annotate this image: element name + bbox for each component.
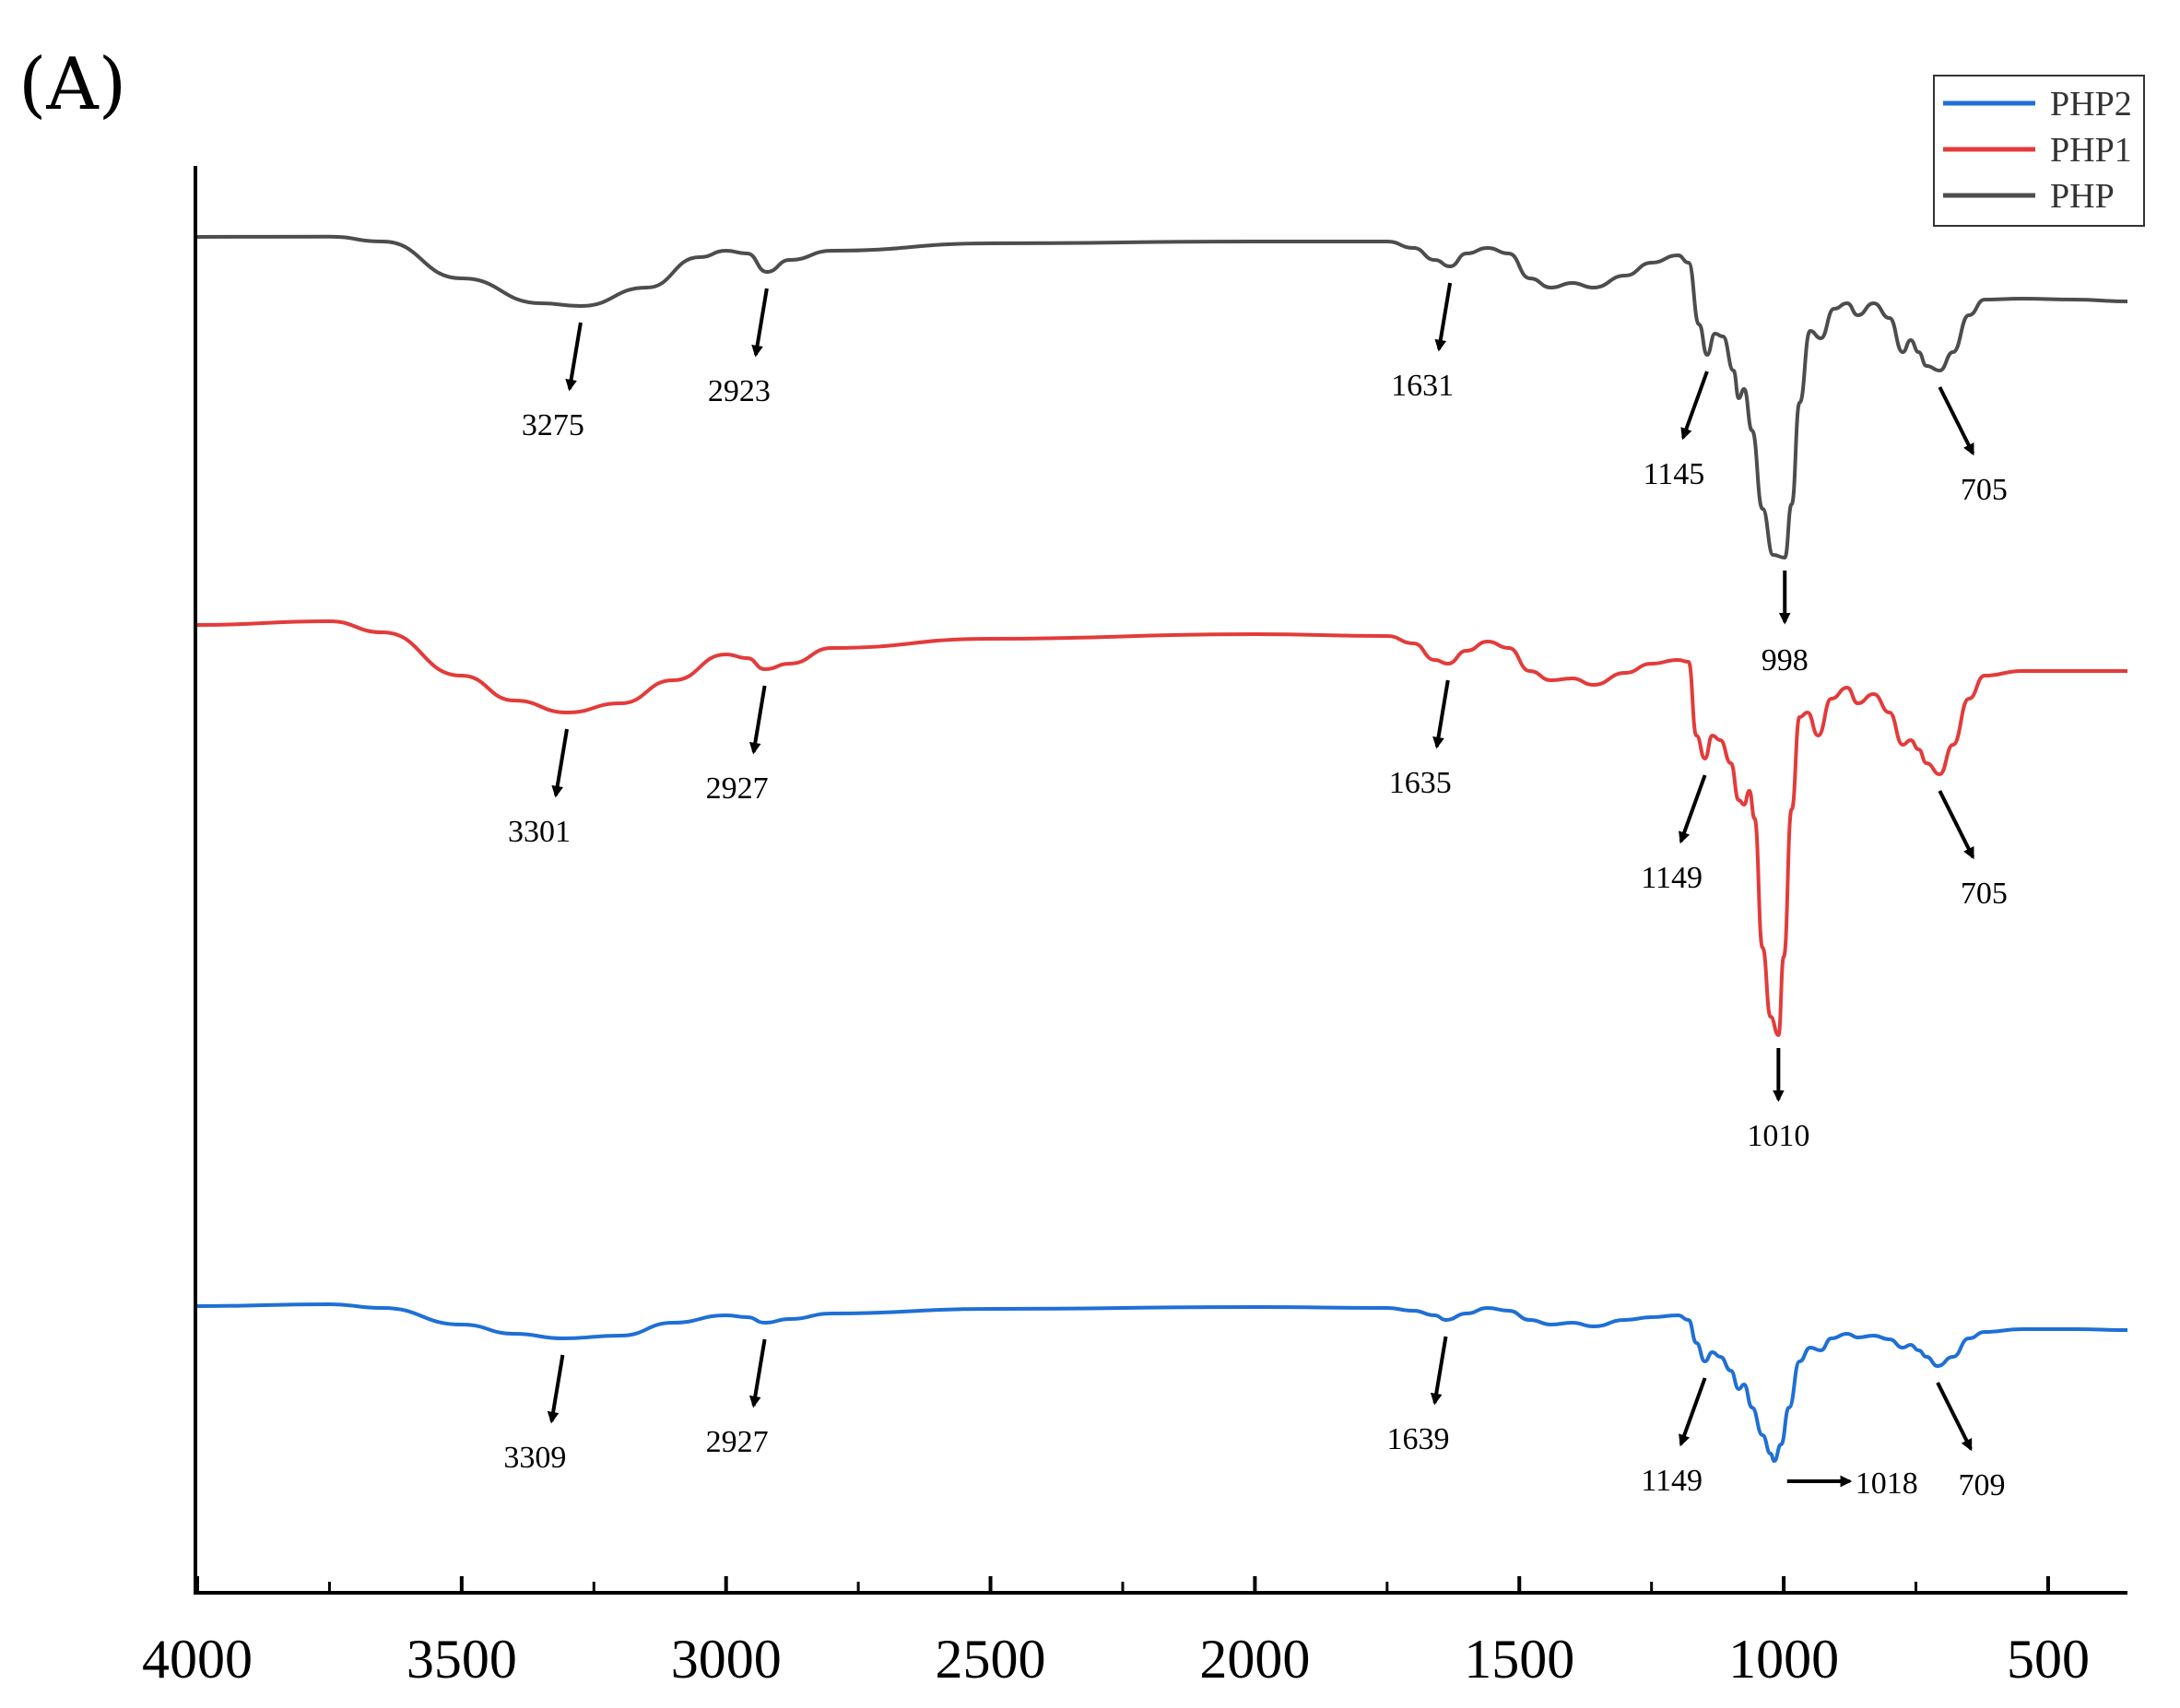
axes (194, 166, 2127, 1595)
x-tick-label-4000: 4000 (142, 1629, 253, 1690)
peak-arrow (1679, 1377, 1707, 1447)
peak-label: 1145 (1644, 457, 1705, 491)
x-tick-label-1500: 1500 (1464, 1629, 1574, 1690)
x-tick-label-500: 500 (2007, 1629, 2090, 1690)
peak-label: 1631 (1391, 369, 1454, 403)
peak-label: 3275 (522, 408, 584, 442)
peak-arrow (547, 1354, 565, 1424)
peak-label: 3309 (503, 1441, 566, 1475)
peak-label: 2927 (706, 1425, 769, 1459)
peak-label: 2927 (706, 772, 769, 806)
legend-label-php1: PHP1 (2050, 131, 2132, 170)
peak-label: 705 (1961, 473, 2008, 507)
series-line-php (196, 234, 2128, 560)
peak-arrow (748, 1338, 767, 1408)
x-ticks: 4000 3500 3000 2500 2000 1500 1000 500 (142, 1576, 2090, 1690)
peak-label: 705 (1961, 877, 2008, 911)
series-line-php2 (196, 1302, 2128, 1463)
peak-arrow (1679, 774, 1707, 844)
peak-label: 1149 (1641, 1464, 1703, 1498)
peak-annotations: 3275 2923 1631 1145 998 705 3301 2927 1635 1149 10… (503, 282, 2008, 1502)
x-tick-label-2500: 2500 (936, 1629, 1046, 1690)
series-line-php1 (196, 619, 2128, 1037)
peak-arrow (1430, 1336, 1448, 1406)
peak-label: 1149 (1641, 861, 1703, 895)
peak-arrow (1936, 1382, 1973, 1452)
x-tick-label-2000: 2000 (1199, 1629, 1310, 1690)
panel-label: (A) (18, 43, 126, 126)
peak-label: 3301 (508, 815, 571, 849)
peak-label: 1018 (1856, 1467, 1918, 1501)
peak-arrow (565, 322, 583, 392)
peak-label: 1010 (1747, 1119, 1809, 1153)
x-tick-label-1000: 1000 (1728, 1629, 1839, 1690)
peak-arrow (551, 728, 569, 798)
peak-label: 1639 (1387, 1422, 1450, 1456)
peak-arrow (1938, 386, 1975, 456)
legend-label-php: PHP (2050, 177, 2115, 216)
x-tick-label-3500: 3500 (407, 1629, 517, 1690)
series-group (196, 234, 2128, 1463)
legend: PHP2 PHP1 PHP (1933, 75, 2145, 227)
peak-arrow (748, 685, 767, 755)
legend-label-php2: PHP2 (2050, 85, 2132, 124)
peak-arrow (1938, 790, 1975, 860)
x-tick-label-3000: 3000 (671, 1629, 782, 1690)
peak-label: 998 (1762, 643, 1809, 677)
peak-arrow (1434, 282, 1453, 352)
peak-label: 709 (1959, 1468, 2006, 1502)
peak-arrow (1432, 679, 1450, 749)
peak-label: 2923 (708, 374, 771, 408)
peak-label: 1635 (1389, 766, 1452, 800)
peak-arrow (1680, 371, 1709, 441)
peak-arrow (751, 288, 769, 358)
